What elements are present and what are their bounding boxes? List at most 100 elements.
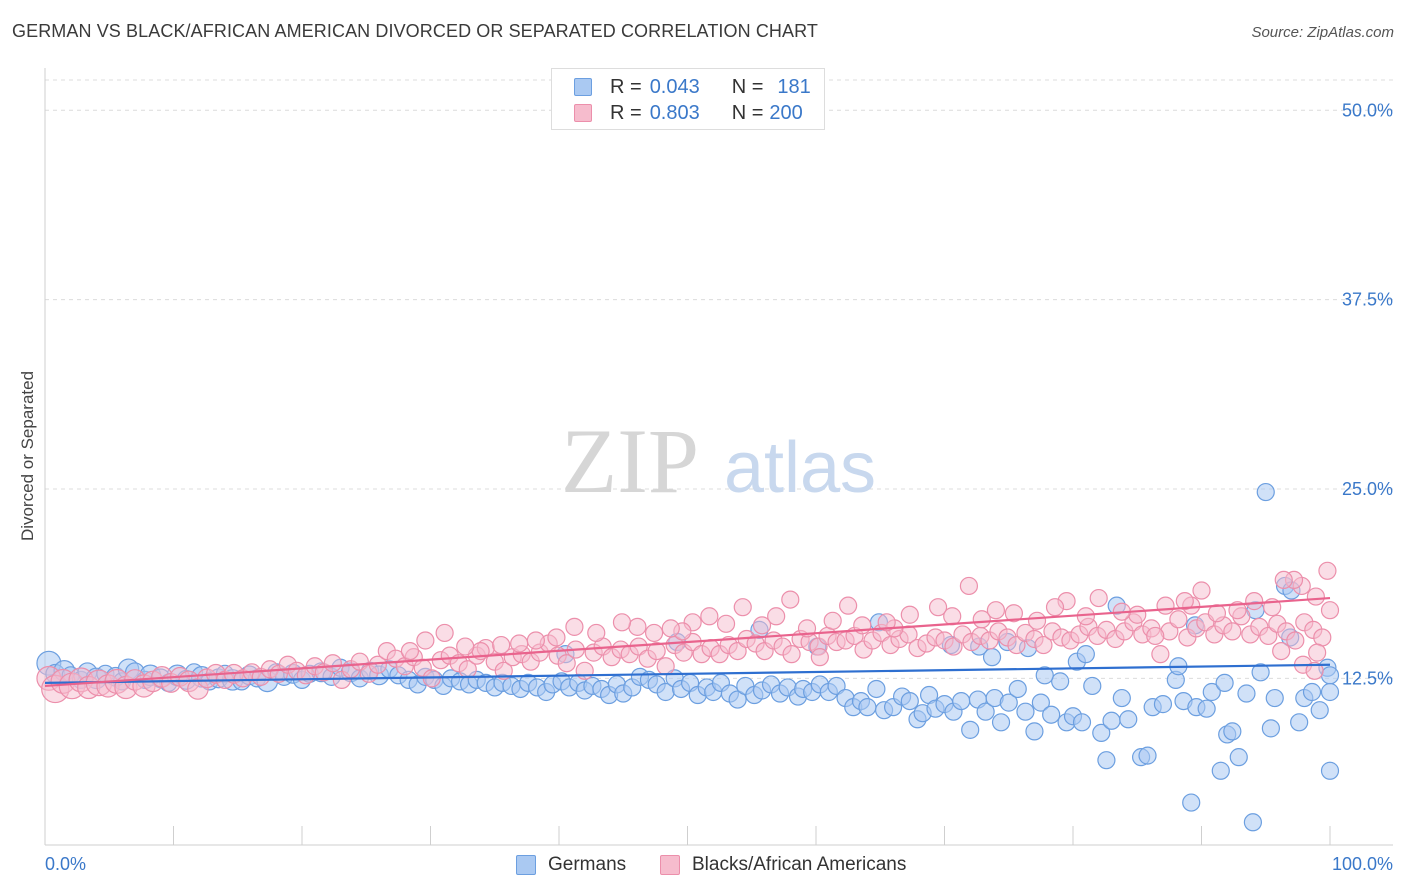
germans-point [1229,748,1248,767]
legend-row-germans: R = 0.043 N = 181 [574,74,811,100]
germans-swatch [574,78,592,96]
black-legend-label: Blacks/African Americans [692,854,907,875]
black-point [492,635,511,655]
gridlines [45,79,1393,679]
black-point [877,613,896,632]
germans-point [991,713,1011,732]
black-point [1228,601,1247,620]
black-point [587,623,606,643]
black-point [1272,641,1291,661]
black-point [823,611,842,630]
black-point [716,614,736,633]
black-point [661,619,680,638]
germans-point [1016,702,1035,721]
germans-point [1197,699,1216,718]
axes [44,68,1393,846]
black-point [547,628,566,647]
black-point [1274,570,1293,590]
black-point [1223,622,1242,641]
legend-box: R = 0.043 N = 181 R = 0.803 N = 200 [551,68,825,130]
black-point [1318,561,1337,580]
black-point [1305,661,1324,680]
germans-legend-swatch [516,855,536,875]
black-point [1007,635,1026,655]
germans-point [1243,813,1263,832]
black-point [526,631,545,650]
y-tick-label: 37.5% [1342,290,1393,310]
black-point [494,661,513,680]
germans-point [728,690,747,709]
black-point [644,623,664,643]
germans-point [1320,682,1340,702]
germans-point [900,691,919,711]
germans-point [1261,719,1280,738]
germans-point [1320,761,1340,780]
black-point [1245,592,1264,611]
black-point [628,617,647,636]
black-point [400,641,420,661]
black-point [700,607,719,626]
black-point [959,576,979,596]
black-point [752,616,772,635]
black-point [1175,592,1194,611]
black-point [435,623,454,643]
black-point [1192,581,1211,600]
germans-point [1025,722,1044,741]
black-point [767,607,786,626]
germans-point [961,720,980,739]
germans-point [1092,723,1111,743]
legend-n-label: N = [731,75,764,98]
legend-r-value-germans: 0.043 [649,75,700,98]
germans-point [1310,701,1329,720]
germans-point [1097,751,1116,770]
germans-point [1051,672,1070,691]
black-point [656,657,675,676]
germans-point [1320,666,1340,685]
black-point [575,661,594,680]
germans-point [1042,705,1061,724]
watermark-zip: ZIP [561,410,699,512]
black-point [944,637,963,656]
black-point [557,654,576,673]
trend-lines [44,596,1331,688]
germans-legend-label: Germans [548,854,627,875]
black-point [781,590,800,609]
watermark-atlas: atlas [724,428,876,508]
black-point [1151,645,1170,664]
germans-point [1102,711,1121,730]
legend-r-label: R = [610,101,642,124]
germans-point [1256,482,1275,502]
germans-point [952,691,971,711]
black-point [839,596,858,615]
black-point [1045,598,1065,617]
germans-point [1072,713,1092,732]
germans-point [1035,666,1054,685]
germans-point [1290,713,1309,732]
legend-n-value-germans: 181 [777,75,811,98]
black-point [986,601,1006,620]
germans-point [1251,663,1270,682]
black-point [928,598,948,617]
black-point [456,637,475,656]
black-point [1146,626,1165,646]
legend-r-label: R = [610,75,642,98]
germans-point [1182,793,1201,812]
germans-point [1265,688,1284,708]
germans-point [1119,710,1138,729]
legend-r-value-black: 0.803 [649,101,700,124]
black-point [810,648,829,667]
y-tick-label: 12.5% [1342,668,1393,688]
black-point [1169,610,1188,629]
y-tick-label: 25.0% [1342,479,1393,499]
germans-point [858,698,877,717]
germans-point [1153,695,1173,714]
germans-point [1076,645,1095,664]
black-point [1306,587,1325,606]
germans-point [1211,761,1230,780]
y-axis-label: Divorced or Separated [18,371,37,541]
bottom-legend-black: Blacks/African Americans [660,852,906,878]
germans-point [976,702,995,721]
germans-point [1302,682,1322,702]
germans-point [1083,676,1102,696]
